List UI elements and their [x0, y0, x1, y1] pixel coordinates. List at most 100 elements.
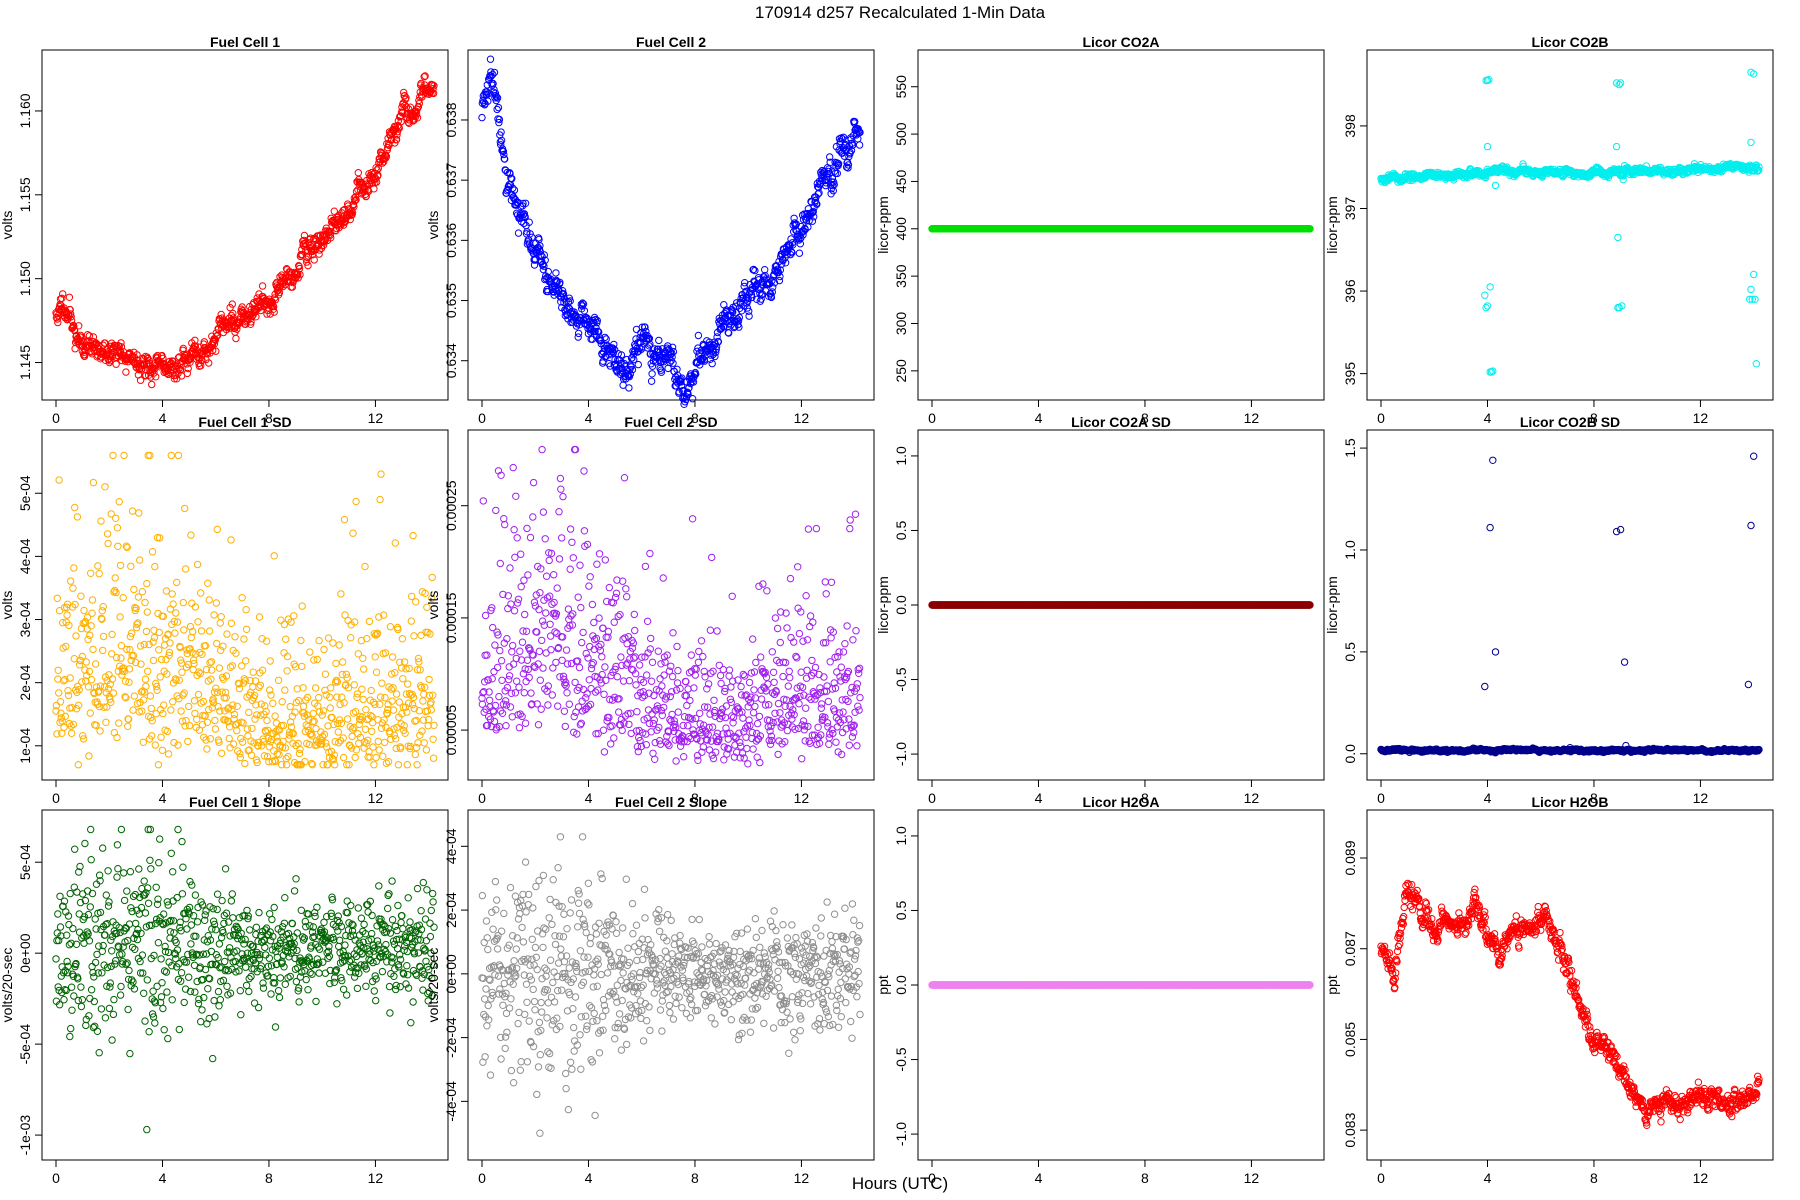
data-point [429, 81, 437, 89]
data-point [327, 234, 335, 242]
data-point [600, 748, 609, 756]
data-point [728, 592, 736, 600]
data-point [418, 93, 426, 101]
data-point [486, 55, 495, 63]
data-point [492, 92, 500, 100]
data-point [497, 136, 506, 145]
data-point [160, 701, 168, 709]
data-point [177, 707, 185, 715]
figure-title: 170914 d257 Recalculated 1-Min Data [755, 3, 1046, 22]
data-point [508, 648, 516, 656]
data-point [598, 653, 606, 661]
data-point [71, 503, 79, 512]
data-point [190, 697, 199, 705]
data-point [393, 131, 401, 139]
data-point [550, 571, 558, 579]
data-point [59, 290, 67, 298]
data-point [658, 682, 666, 690]
data-point [150, 633, 159, 642]
data-point [311, 246, 319, 255]
data-point [416, 93, 424, 101]
data-point [1483, 142, 1492, 151]
data-point [151, 741, 160, 749]
data-point [625, 384, 633, 392]
data-point [538, 636, 546, 645]
data-point [112, 514, 120, 522]
data-point [210, 340, 219, 348]
data-point [493, 94, 502, 102]
data-point [694, 331, 703, 340]
data-point [510, 526, 518, 534]
data-point [148, 548, 157, 556]
panel-title: Fuel Cell 2 SD [624, 414, 717, 430]
data-point [536, 676, 544, 684]
data-point [595, 550, 604, 558]
data-point [67, 577, 75, 585]
data-point [521, 719, 530, 727]
data-point [142, 682, 150, 690]
data-point [488, 675, 496, 683]
data-point [554, 702, 562, 710]
data-point [377, 149, 385, 157]
data-point [558, 534, 566, 542]
data-point [539, 508, 548, 516]
data-point [529, 513, 537, 521]
data-point [429, 85, 437, 93]
data-point [569, 610, 577, 618]
data-point [144, 354, 152, 363]
data-point [561, 722, 569, 731]
data-point [425, 675, 433, 684]
data-point [276, 282, 285, 290]
data-point [77, 333, 85, 341]
data-point [163, 727, 172, 736]
data-points [1377, 68, 1763, 376]
data-point [263, 716, 271, 725]
data-point [211, 336, 220, 344]
data-point [855, 141, 864, 149]
data-point [501, 520, 509, 529]
data-point [576, 561, 584, 569]
data-point [130, 585, 138, 594]
data-point [136, 376, 145, 384]
data-point [119, 594, 127, 602]
data-point [80, 606, 88, 615]
data-point [413, 114, 422, 122]
data-point [358, 685, 366, 693]
data-point [686, 696, 694, 705]
data-point [217, 749, 226, 757]
data-point [53, 310, 61, 318]
data-point [89, 645, 97, 654]
data-point [89, 478, 98, 487]
data-point [311, 684, 320, 692]
data-point [523, 524, 531, 533]
data-point [579, 628, 587, 637]
data-point [351, 196, 359, 204]
data-point [610, 734, 618, 742]
data-point [620, 474, 629, 482]
panel-title: Licor CO2B [1531, 34, 1608, 50]
data-point [420, 739, 428, 747]
data-point [395, 124, 403, 132]
data-point [559, 492, 567, 501]
y-tick-label: 1.145 [17, 345, 33, 380]
data-point [578, 638, 586, 647]
data-point [599, 726, 608, 734]
data-point [67, 729, 76, 737]
data-point [411, 750, 419, 759]
data-point [568, 538, 576, 546]
data-point [490, 667, 498, 676]
data-point [85, 752, 93, 760]
data-point [203, 745, 211, 753]
data-point [428, 573, 436, 582]
data-point [86, 631, 94, 639]
data-point [384, 758, 393, 766]
data-point [271, 712, 279, 720]
data-point [651, 755, 659, 763]
data-point [248, 724, 256, 733]
data-point [52, 313, 61, 322]
panel-fuel-cell-2-sd: Fuel Cell 2 SD0 4 8 120.000050.000150.00025… [425, 414, 875, 806]
data-point [351, 193, 360, 201]
data-point [174, 451, 183, 460]
data-point [242, 606, 250, 614]
data-point [147, 704, 156, 713]
